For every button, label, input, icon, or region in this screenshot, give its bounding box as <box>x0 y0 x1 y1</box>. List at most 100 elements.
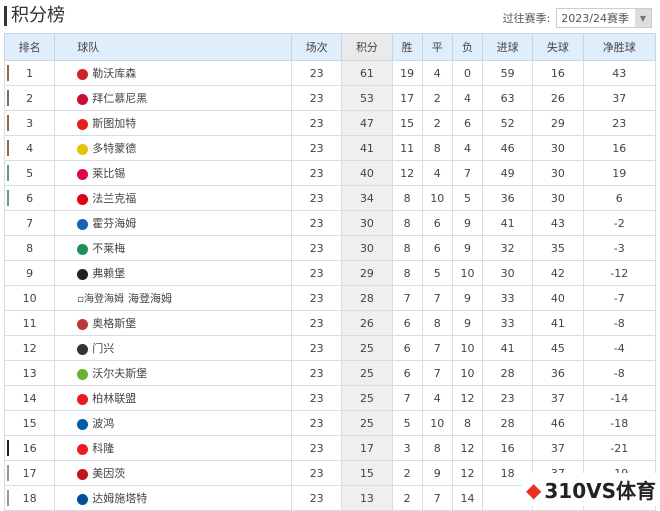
team-name[interactable]: 不莱梅 <box>92 242 126 255</box>
stat-d: 9 <box>421 460 453 486</box>
stat-gd: 6 <box>582 185 657 211</box>
stat-w: 6 <box>391 360 423 386</box>
stat-d: 10 <box>421 185 453 211</box>
stat-p: 23 <box>291 460 343 486</box>
stat-w: 2 <box>391 485 423 511</box>
rank-cell: 16 <box>3 435 56 461</box>
team-name[interactable]: 沃尔夫斯堡 <box>92 367 148 380</box>
stat-d: 8 <box>421 310 453 336</box>
team-cell: 达姆施塔特 <box>54 485 293 511</box>
team-cell: 霍芬海姆 <box>54 210 293 236</box>
stat-gd: 16 <box>582 135 657 161</box>
column-header: 进球 <box>482 33 534 61</box>
team-logo-icon <box>77 368 89 380</box>
rank: 9 <box>26 266 34 280</box>
stat-p: 23 <box>291 85 343 111</box>
stat-p: 23 <box>291 385 343 411</box>
team-name[interactable]: 弗赖堡 <box>92 267 126 280</box>
team-cell: 拜仁慕尼黑 <box>54 85 293 111</box>
team-cell: 法兰克福 <box>54 185 293 211</box>
stat-pts: 17 <box>341 435 393 461</box>
stat-p: 23 <box>291 160 343 186</box>
column-header: 积分 <box>341 33 393 61</box>
rank-cell: 6 <box>3 185 56 211</box>
rank: 3 <box>26 116 34 130</box>
rank: 1 <box>26 66 34 80</box>
stat-p: 23 <box>291 335 343 361</box>
team-name[interactable]: 奥格斯堡 <box>92 317 137 330</box>
stat-gf: 28 <box>482 410 534 436</box>
rank: 6 <box>26 191 34 205</box>
team-name[interactable]: 勒沃库森 <box>92 67 137 80</box>
team-logo-icon <box>77 168 89 180</box>
stat-ga: 45 <box>532 335 584 361</box>
season-dropdown[interactable]: 2023/24赛季 ▼ <box>556 8 652 28</box>
team-name[interactable]: 多特蒙德 <box>92 142 137 155</box>
stat-l: 14 <box>451 485 484 511</box>
stat-ga: 43 <box>532 210 584 236</box>
team-name[interactable]: 霍芬海姆 <box>92 217 137 230</box>
table-row: 1 勒沃库森 23 61 19 4 0 59 16 43 <box>3 60 657 86</box>
stat-l: 9 <box>451 210 484 236</box>
team-logo-icon <box>77 418 89 430</box>
zone-marker <box>7 440 9 456</box>
table-row: 9 弗赖堡 23 29 8 5 10 30 42 -12 <box>3 260 657 286</box>
stat-gd: -8 <box>582 360 657 386</box>
stat-p: 23 <box>291 60 343 86</box>
team-name[interactable]: 波鸿 <box>92 417 115 430</box>
stat-w: 8 <box>391 210 423 236</box>
logo-alt-text: 海登海姆 <box>84 294 125 305</box>
stat-d: 4 <box>421 60 453 86</box>
zone-marker <box>7 140 9 156</box>
stat-w: 7 <box>391 285 423 311</box>
table-row: 15 波鸿 23 25 5 10 8 28 46 -18 <box>3 410 657 436</box>
stat-l: 9 <box>451 285 484 311</box>
stat-ga: 41 <box>532 310 584 336</box>
stat-d: 6 <box>421 210 453 236</box>
stat-w: 5 <box>391 410 423 436</box>
stat-w: 7 <box>391 385 423 411</box>
stat-ga: 37 <box>532 385 584 411</box>
team-logo-icon <box>77 318 89 330</box>
team-name[interactable]: 柏林联盟 <box>92 392 137 405</box>
team-cell: 多特蒙德 <box>54 135 293 161</box>
stat-l: 8 <box>451 410 484 436</box>
stat-p: 23 <box>291 360 343 386</box>
stat-p: 23 <box>291 210 343 236</box>
stat-l: 6 <box>451 110 484 136</box>
team-logo-icon <box>77 243 89 255</box>
stat-p: 23 <box>291 410 343 436</box>
team-logo-icon <box>77 68 89 80</box>
stat-gd: -18 <box>582 410 657 436</box>
team-logo-icon <box>77 343 89 355</box>
stat-pts: 28 <box>341 285 393 311</box>
stat-l: 0 <box>451 60 484 86</box>
stat-pts: 47 <box>341 110 393 136</box>
stat-ga: 29 <box>532 110 584 136</box>
stat-ga: 26 <box>532 85 584 111</box>
stat-gf: 49 <box>482 160 534 186</box>
column-header: 净胜球 <box>582 33 657 61</box>
team-name[interactable]: 法兰克福 <box>92 192 137 205</box>
team-name[interactable]: 斯图加特 <box>92 117 137 130</box>
team-cell: 斯图加特 <box>54 110 293 136</box>
rank-cell: 9 <box>3 260 56 286</box>
team-name[interactable]: 美因茨 <box>92 467 126 480</box>
team-name[interactable]: 拜仁慕尼黑 <box>92 92 148 105</box>
stat-p: 23 <box>291 310 343 336</box>
stat-pts: 26 <box>341 310 393 336</box>
stat-w: 8 <box>391 260 423 286</box>
team-name[interactable]: 达姆施塔特 <box>92 492 148 505</box>
team-name[interactable]: 科隆 <box>92 442 115 455</box>
team-name[interactable]: 门兴 <box>92 342 115 355</box>
stat-gf: 30 <box>482 260 534 286</box>
team-name[interactable]: 海登海姆 <box>128 292 173 305</box>
season-selector: 过往赛季: 2023/24赛季 ▼ <box>503 8 652 28</box>
rank: 4 <box>26 141 34 155</box>
team-cell: 美因茨 <box>54 460 293 486</box>
team-name[interactable]: 莱比锡 <box>92 167 126 180</box>
table-row: 8 不莱梅 23 30 8 6 9 32 35 -3 <box>3 235 657 261</box>
rank: 13 <box>22 366 37 380</box>
team-logo-icon <box>77 493 89 505</box>
watermark-text: 310VS体育 <box>544 479 656 503</box>
